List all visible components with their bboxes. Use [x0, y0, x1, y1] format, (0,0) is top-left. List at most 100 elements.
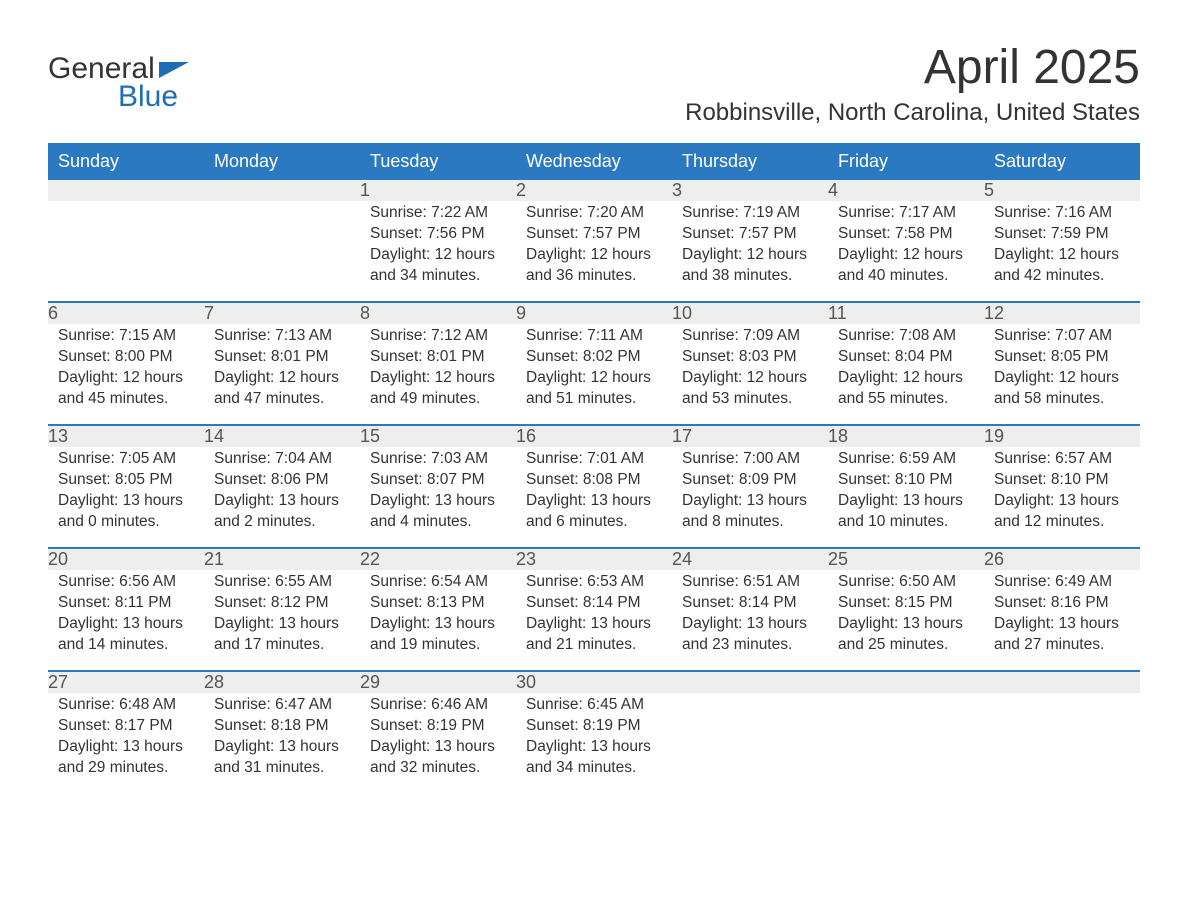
day-content: Sunrise: 6:48 AMSunset: 8:17 PMDaylight:… [48, 693, 204, 787]
day-line-dl2: and 51 minutes. [526, 389, 662, 410]
day-cell: Sunrise: 7:13 AMSunset: 8:01 PMDaylight:… [204, 324, 360, 424]
day-line-ss: Sunset: 8:19 PM [370, 716, 506, 737]
day-cell: Sunrise: 7:16 AMSunset: 7:59 PMDaylight:… [984, 201, 1140, 301]
day-line-sr: Sunrise: 6:55 AM [214, 572, 350, 593]
day-line-dl1: Daylight: 13 hours [370, 614, 506, 635]
day-cell: Sunrise: 6:55 AMSunset: 8:12 PMDaylight:… [204, 570, 360, 670]
day-number-row: 6789101112 [48, 303, 1140, 324]
day-line-sr: Sunrise: 7:05 AM [58, 449, 194, 470]
day-line-dl1: Daylight: 13 hours [526, 737, 662, 758]
day-content: Sunrise: 7:17 AMSunset: 7:58 PMDaylight:… [828, 201, 984, 295]
day-cell: Sunrise: 7:12 AMSunset: 8:01 PMDaylight:… [360, 324, 516, 424]
day-number-cell: 29 [360, 672, 516, 693]
day-line-ss: Sunset: 8:05 PM [58, 470, 194, 491]
day-line-dl2: and 21 minutes. [526, 635, 662, 656]
day-content: Sunrise: 6:57 AMSunset: 8:10 PMDaylight:… [984, 447, 1140, 541]
day-line-dl1: Daylight: 12 hours [838, 245, 974, 266]
day-cell: Sunrise: 7:17 AMSunset: 7:58 PMDaylight:… [828, 201, 984, 301]
day-content: Sunrise: 6:50 AMSunset: 8:15 PMDaylight:… [828, 570, 984, 664]
day-line-ss: Sunset: 7:59 PM [994, 224, 1130, 245]
day-cell [204, 201, 360, 301]
day-number-cell: 4 [828, 180, 984, 201]
day-cell: Sunrise: 6:48 AMSunset: 8:17 PMDaylight:… [48, 693, 204, 793]
day-header: Thursday [672, 143, 828, 180]
day-line-sr: Sunrise: 6:54 AM [370, 572, 506, 593]
day-line-sr: Sunrise: 6:45 AM [526, 695, 662, 716]
day-content: Sunrise: 7:01 AMSunset: 8:08 PMDaylight:… [516, 447, 672, 541]
day-cell: Sunrise: 7:07 AMSunset: 8:05 PMDaylight:… [984, 324, 1140, 424]
day-line-sr: Sunrise: 6:51 AM [682, 572, 818, 593]
day-line-dl1: Daylight: 12 hours [994, 245, 1130, 266]
day-number-cell: 26 [984, 549, 1140, 570]
day-header: Monday [204, 143, 360, 180]
logo-word2: Blue [118, 80, 178, 113]
day-header: Wednesday [516, 143, 672, 180]
day-line-sr: Sunrise: 7:13 AM [214, 326, 350, 347]
day-line-dl1: Daylight: 13 hours [370, 491, 506, 512]
day-line-sr: Sunrise: 6:50 AM [838, 572, 974, 593]
day-number-cell: 23 [516, 549, 672, 570]
day-line-dl1: Daylight: 13 hours [370, 737, 506, 758]
day-line-ss: Sunset: 8:08 PM [526, 470, 662, 491]
day-line-sr: Sunrise: 6:48 AM [58, 695, 194, 716]
day-cell [672, 693, 828, 793]
day-content: Sunrise: 7:05 AMSunset: 8:05 PMDaylight:… [48, 447, 204, 541]
day-line-sr: Sunrise: 7:03 AM [370, 449, 506, 470]
day-line-dl2: and 55 minutes. [838, 389, 974, 410]
day-line-dl2: and 34 minutes. [370, 266, 506, 287]
day-line-sr: Sunrise: 6:47 AM [214, 695, 350, 716]
day-line-ss: Sunset: 8:18 PM [214, 716, 350, 737]
day-cell: Sunrise: 6:56 AMSunset: 8:11 PMDaylight:… [48, 570, 204, 670]
day-line-ss: Sunset: 8:14 PM [526, 593, 662, 614]
day-line-sr: Sunrise: 7:00 AM [682, 449, 818, 470]
day-cell: Sunrise: 7:03 AMSunset: 8:07 PMDaylight:… [360, 447, 516, 547]
day-line-ss: Sunset: 8:14 PM [682, 593, 818, 614]
day-number-cell: 30 [516, 672, 672, 693]
day-content: Sunrise: 7:00 AMSunset: 8:09 PMDaylight:… [672, 447, 828, 541]
day-content-row: Sunrise: 6:48 AMSunset: 8:17 PMDaylight:… [48, 693, 1140, 793]
day-content: Sunrise: 6:55 AMSunset: 8:12 PMDaylight:… [204, 570, 360, 664]
day-header: Tuesday [360, 143, 516, 180]
day-cell: Sunrise: 6:53 AMSunset: 8:14 PMDaylight:… [516, 570, 672, 670]
day-line-dl1: Daylight: 12 hours [370, 368, 506, 389]
day-line-dl2: and 23 minutes. [682, 635, 818, 656]
day-line-dl1: Daylight: 13 hours [526, 614, 662, 635]
day-line-dl1: Daylight: 13 hours [526, 491, 662, 512]
day-number-cell: 22 [360, 549, 516, 570]
day-content: Sunrise: 7:13 AMSunset: 8:01 PMDaylight:… [204, 324, 360, 418]
day-line-ss: Sunset: 8:19 PM [526, 716, 662, 737]
day-content-row: Sunrise: 6:56 AMSunset: 8:11 PMDaylight:… [48, 570, 1140, 670]
day-content: Sunrise: 7:07 AMSunset: 8:05 PMDaylight:… [984, 324, 1140, 418]
day-line-ss: Sunset: 8:10 PM [838, 470, 974, 491]
day-cell [48, 201, 204, 301]
day-number-cell: 25 [828, 549, 984, 570]
day-cell: Sunrise: 7:19 AMSunset: 7:57 PMDaylight:… [672, 201, 828, 301]
day-line-ss: Sunset: 8:13 PM [370, 593, 506, 614]
day-number-cell: 20 [48, 549, 204, 570]
day-cell [984, 693, 1140, 793]
page-title: April 2025 [685, 40, 1140, 95]
day-line-sr: Sunrise: 7:20 AM [526, 203, 662, 224]
day-line-ss: Sunset: 8:03 PM [682, 347, 818, 368]
day-line-dl1: Daylight: 13 hours [838, 491, 974, 512]
day-line-dl1: Daylight: 13 hours [994, 491, 1130, 512]
day-line-dl1: Daylight: 12 hours [526, 368, 662, 389]
day-number-cell: 6 [48, 303, 204, 324]
day-line-dl1: Daylight: 12 hours [682, 245, 818, 266]
day-line-sr: Sunrise: 7:01 AM [526, 449, 662, 470]
day-number-row: 13141516171819 [48, 426, 1140, 447]
day-content: Sunrise: 7:04 AMSunset: 8:06 PMDaylight:… [204, 447, 360, 541]
day-cell: Sunrise: 7:11 AMSunset: 8:02 PMDaylight:… [516, 324, 672, 424]
header: General Blue April 2025 Robbinsville, No… [48, 40, 1140, 137]
day-number-cell: 14 [204, 426, 360, 447]
day-line-ss: Sunset: 8:09 PM [682, 470, 818, 491]
day-line-sr: Sunrise: 7:08 AM [838, 326, 974, 347]
day-line-sr: Sunrise: 6:49 AM [994, 572, 1130, 593]
day-cell: Sunrise: 7:08 AMSunset: 8:04 PMDaylight:… [828, 324, 984, 424]
day-line-sr: Sunrise: 7:11 AM [526, 326, 662, 347]
day-line-dl1: Daylight: 12 hours [526, 245, 662, 266]
day-header: Friday [828, 143, 984, 180]
day-header: Saturday [984, 143, 1140, 180]
day-cell: Sunrise: 6:46 AMSunset: 8:19 PMDaylight:… [360, 693, 516, 793]
day-content: Sunrise: 7:12 AMSunset: 8:01 PMDaylight:… [360, 324, 516, 418]
